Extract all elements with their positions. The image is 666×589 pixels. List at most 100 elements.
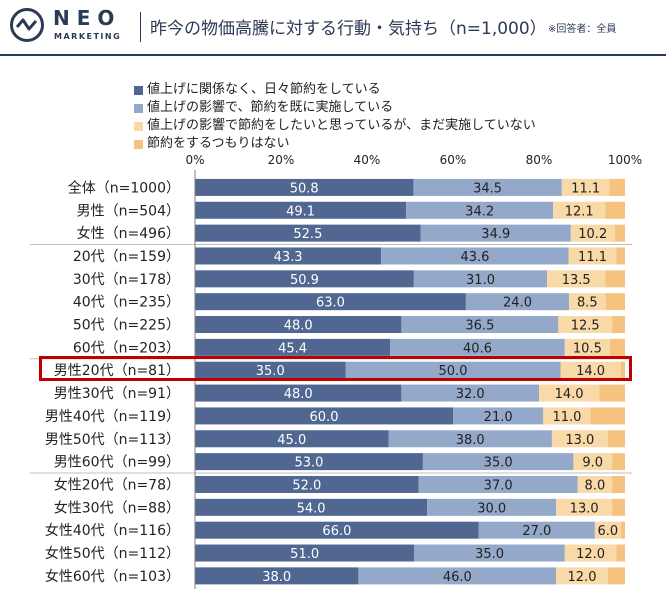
bar-segment [605,201,625,219]
bar-segment [560,361,621,379]
data-label: 10.2 [578,227,607,242]
data-label: 43.6 [460,250,489,265]
highlight-box [39,356,632,381]
bar-segment [607,567,625,585]
data-label: 35.0 [256,364,285,379]
data-label: 50.9 [290,273,319,288]
bar-segment [195,544,415,562]
data-label: 66.0 [322,524,351,539]
data-label: 32.0 [456,387,485,402]
category-label: 60代（n=203） [73,340,180,356]
category-label: 男性50代（n=113） [45,432,180,448]
data-label: 60.0 [310,410,339,425]
data-label: 54.0 [297,501,326,516]
data-label: 34.5 [473,181,502,196]
data-label: 38.0 [456,433,485,448]
data-label: 46.0 [443,570,472,585]
bar-segment [413,270,548,288]
data-label: 30.0 [477,501,506,516]
data-label: 35.0 [484,456,513,471]
data-label: 13.5 [562,273,591,288]
header-rule [0,54,666,56]
bar-segment [381,247,569,265]
bar-segment [195,475,419,493]
respondent-note: ※回答者：全員 [548,24,617,35]
data-label: 31.0 [466,273,495,288]
bar-segment [195,224,421,242]
legend-swatch [134,122,143,131]
data-label: 38.0 [262,570,291,585]
data-label: 49.1 [286,204,315,219]
bar-segment [195,430,389,448]
bar-segment [195,247,382,265]
data-label: 11.1 [571,181,600,196]
bar-segment [195,270,414,288]
category-label: 女性50代（n=112） [45,545,180,562]
data-label: 24.0 [503,296,532,311]
category-label: 40代（n=235） [73,295,180,311]
bar-segment [599,384,625,402]
category-label: 女性20代（n=78） [54,476,180,493]
category-label: 女性60代（n=103） [45,568,180,585]
data-label: 8.5 [577,296,598,311]
brand-sub: MARKETING [54,32,122,41]
bar-segment [420,224,571,242]
data-label: 12.0 [568,570,597,585]
bar-segment [612,316,625,334]
bar-segment [612,475,625,493]
bar-segment [195,361,346,379]
bar-segment [605,270,625,288]
data-label: 35.0 [475,547,504,562]
data-label: 12.0 [576,547,605,562]
bar-segment [195,453,423,471]
bar-segment [195,178,414,196]
data-label: 13.0 [565,433,594,448]
bar-segment [556,498,613,516]
bar-segment [414,544,565,562]
bar-segment [401,316,559,334]
data-label: 13.0 [570,501,599,516]
data-label: 34.2 [465,204,494,219]
neo-marketing-logo: NEO MARKETING [10,6,130,48]
legend-label: 値上げに関係なく、日々節約をしている [147,82,381,97]
bar-segment [422,453,574,471]
bar-segment [551,430,608,448]
category-label: 男性40代（n=119） [45,409,180,425]
bar-segment [553,201,606,219]
bar-segment [609,338,625,356]
bar-segment [620,521,625,539]
legend-swatch [134,140,143,149]
bar-segment [406,201,554,219]
bar-segment [195,338,391,356]
data-label: 50.0 [439,364,468,379]
bar-segment [453,407,544,425]
legend-swatch [134,86,143,95]
data-label: 45.4 [278,341,307,356]
bar-segment [388,430,552,448]
data-label: 37.0 [484,478,513,493]
category-label: 全体（n=1000） [68,179,180,196]
page-title: 昨今の物価高騰に対する行動・気持ち（n=1,000） [150,19,547,39]
x-tick-label: 100% [608,153,642,167]
bar-segment [478,521,595,539]
data-label: 14.0 [555,387,584,402]
bar-segment [195,201,407,219]
bar-segment [413,178,562,196]
data-label: 48.0 [284,387,313,402]
data-label: 50.8 [290,181,319,196]
bar-segment [614,224,625,242]
bar-segment [543,407,591,425]
category-label: 男性（n=504） [77,203,180,219]
bar-segment [358,567,557,585]
bar-segment [594,521,621,539]
header-divider [140,12,141,42]
data-label: 12.5 [571,319,600,334]
data-label: 8.0 [585,478,606,493]
bar-segment [556,567,608,585]
data-label: 11.0 [552,410,581,425]
bar-segment [564,544,617,562]
bar-segment [590,407,625,425]
data-label: 53.0 [294,456,323,471]
bar-segment [569,293,606,311]
